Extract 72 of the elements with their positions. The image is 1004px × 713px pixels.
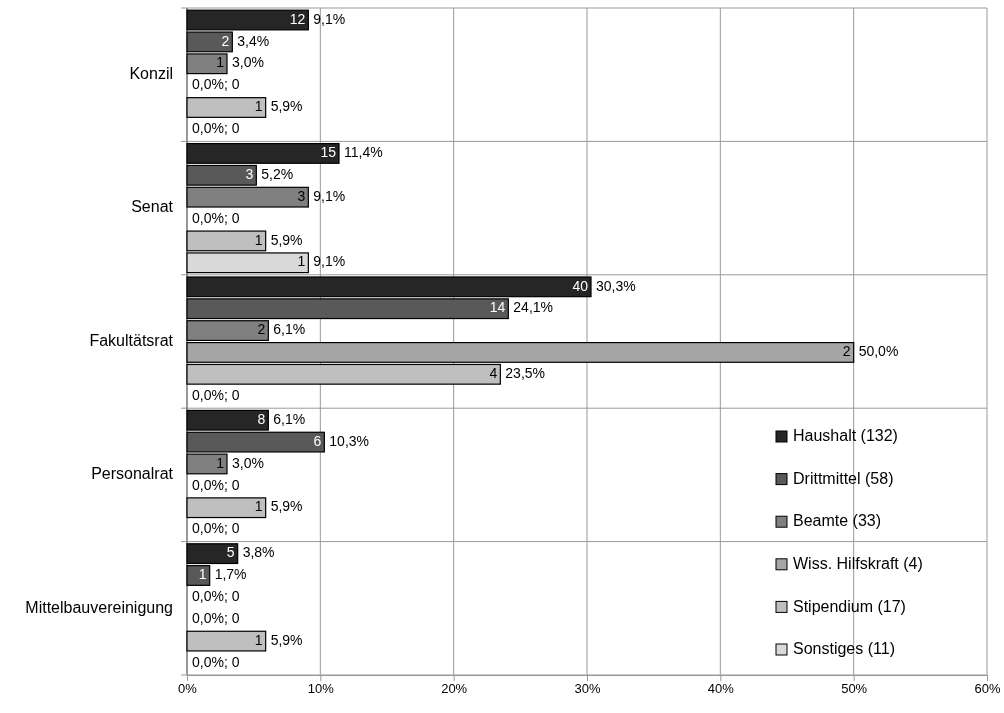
text: 6,1% [273, 410, 306, 427]
y-tick-label: Konzil [129, 64, 173, 82]
text: 1 [254, 98, 263, 115]
text: 0,0%; 0 [192, 476, 240, 493]
y-tick-label: Fakultätsrat [89, 331, 174, 349]
text: 1 [254, 231, 263, 248]
x-tick-label: 0% [178, 681, 198, 697]
y-tick-label: Mittelbauvereinigung [25, 598, 173, 616]
legend-label: Drittmittel (58) [793, 469, 894, 487]
text: 10,3% [329, 432, 370, 449]
text: 9,1% [313, 187, 346, 204]
x-tick-label: 50% [841, 681, 868, 697]
text: 0,0%; 0 [192, 653, 240, 670]
text: 40 [572, 277, 588, 294]
text: 15 [320, 144, 336, 161]
text: 3,4% [237, 32, 270, 49]
text: 2 [842, 343, 851, 360]
text: 3,0% [232, 54, 264, 71]
text: 6,1% [273, 321, 306, 338]
legend-label: Sonstiges (11) [793, 640, 895, 658]
text: 1 [216, 454, 224, 471]
legend-label: Beamte (33) [793, 512, 882, 530]
text: 5,2% [261, 166, 294, 182]
text: 5,9% [270, 631, 303, 648]
text: 3 [297, 187, 306, 204]
bar [186, 497, 267, 519]
text: 1 [216, 54, 224, 71]
text: 0,0%; 0 [192, 120, 240, 137]
text: 14 [489, 299, 506, 316]
text: 50,0% [858, 343, 899, 360]
text: 5,9% [270, 498, 303, 515]
text: 3,0% [232, 454, 264, 471]
text: 0,0%; 0 [192, 520, 240, 537]
text: 2 [221, 32, 230, 49]
x-tick-label: 30% [574, 681, 601, 697]
text: 0,0%; 0 [192, 386, 240, 403]
y-tick-label: Personalrat [91, 465, 174, 483]
text: 24,1% [513, 299, 554, 316]
text: 4 [489, 365, 498, 382]
text: 12 [289, 10, 306, 27]
text: 5 [226, 544, 235, 561]
text: 1 [254, 498, 263, 515]
x-tick-label: 10% [307, 681, 335, 697]
text: 8 [257, 410, 266, 427]
text: 23,5% [505, 365, 546, 382]
bar [186, 97, 267, 118]
text: 1 [254, 631, 263, 648]
x-tick-label: 60% [974, 681, 1001, 697]
text: 30,3% [596, 277, 636, 294]
text: 0,0%; 0 [192, 209, 240, 226]
text: 0,0%; 0 [192, 76, 240, 93]
x-tick-label: 20% [441, 681, 468, 697]
text: 2 [257, 321, 266, 338]
x-tick-label: 40% [707, 681, 735, 697]
text: 5,9% [270, 231, 303, 248]
text: 3 [245, 166, 254, 182]
text: 9,1% [313, 253, 346, 270]
text: 11,4% [344, 144, 383, 161]
legend-label: Wiss. Hilfskraft (4) [793, 555, 923, 573]
legend-label: Haushalt (132) [793, 427, 898, 445]
y-tick-label: Senat [131, 198, 174, 216]
text: 0,0%; 0 [192, 588, 240, 605]
text: 3,8% [242, 544, 275, 561]
text: 1,7% [214, 566, 247, 583]
text: 6 [313, 432, 322, 449]
bar [186, 630, 267, 652]
text: 9,1% [313, 10, 346, 27]
text: 5,9% [270, 98, 303, 115]
legend-label: Stipendium (17) [793, 597, 906, 615]
text: 0,0%; 0 [192, 609, 240, 626]
text: 1 [198, 566, 207, 583]
text: 1 [297, 253, 306, 270]
